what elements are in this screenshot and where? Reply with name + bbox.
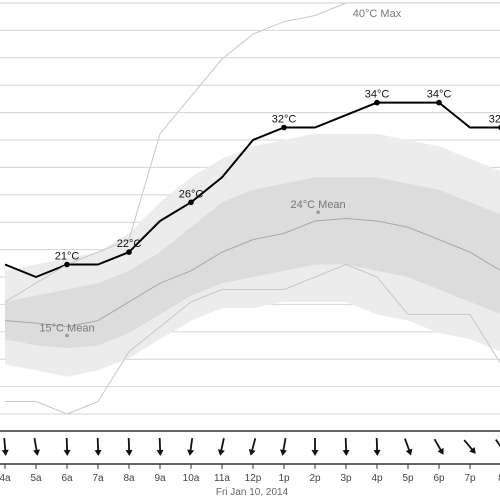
x-axis: 4a 5a 6a 7a 8a 9a 10a 11a 12p 1p 2p 3p 4p 5p 6p 7p 8 [0, 464, 500, 484]
wind-arrow-13 [404, 438, 413, 456]
annotation-label-0: 40°C Max [353, 8, 402, 20]
series-line-0 [4, 101, 500, 278]
wind-arrow-head-10 [311, 450, 319, 456]
wind-arrow-5 [156, 437, 164, 456]
data-point-0 [64, 261, 70, 268]
wind-arrow-16 [495, 439, 500, 455]
wind-arrow-8 [248, 438, 257, 456]
data-point-2 [188, 199, 194, 206]
inner-range-band [5, 177, 500, 348]
x-tick-label-6: 10a [183, 473, 200, 484]
wind-arrow-head-6 [187, 449, 195, 456]
wind-arrow-head-7 [217, 449, 225, 456]
range-bands [5, 133, 500, 377]
data-labels: 21°C 22°C 26°C 32°C 34°C 34°C 32°C [55, 89, 500, 263]
wind-arrow-head-14 [437, 447, 444, 455]
wind-arrow-head-5 [156, 449, 164, 456]
x-tick-label-5: 9a [154, 473, 166, 484]
wind-arrow-head-4 [125, 449, 133, 456]
wind-arrow-11 [342, 437, 350, 456]
wind-arrow-12 [373, 437, 381, 456]
data-label-6: 32°C [489, 114, 500, 126]
data-point-5 [436, 99, 442, 106]
wind-arrow-head-9 [280, 449, 287, 456]
annotations: 40°C Max 24°C Mean 15°C Mean [39, 8, 402, 338]
data-point-4 [374, 99, 380, 106]
data-label-5: 34°C [427, 89, 452, 101]
wind-arrow-4 [125, 437, 133, 456]
data-label-0: 21°C [55, 251, 80, 263]
data-point-1 [126, 249, 132, 255]
wind-arrow-7 [217, 438, 225, 456]
wind-arrow-0 [1, 437, 9, 456]
wind-arrow-2 [63, 437, 71, 456]
wind-arrow-head-3 [94, 449, 102, 456]
wind-arrow-head-13 [405, 448, 413, 456]
x-tick-label-12: 4p [371, 473, 383, 484]
wind-arrow-3 [94, 437, 102, 456]
x-tick-label-3: 7a [92, 473, 104, 484]
x-tick-label-9: 1p [278, 473, 290, 484]
wind-arrow-14 [433, 438, 444, 455]
series-line-1 [5, 264, 500, 415]
wind-arrow-9 [280, 437, 287, 456]
annotation-label-1: 24°C Mean [291, 199, 346, 211]
wind-arrow-6 [187, 437, 195, 456]
wind-strip [0, 430, 500, 465]
series-line-2 [4, 2, 500, 303]
data-point-3 [281, 124, 287, 131]
x-tick-label-8: 12p [245, 473, 262, 484]
wind-arrow-15 [463, 439, 476, 454]
x-tick-label-13: 5p [402, 473, 414, 484]
wind-arrow-head-12 [373, 449, 381, 456]
annotation-marker-2 [65, 333, 69, 338]
series-lines [4, 2, 500, 415]
x-tick-label-4: 8a [123, 473, 135, 484]
wind-arrow-head-1 [33, 449, 40, 456]
wind-arrow-head-11 [342, 449, 350, 456]
wind-arrow-head-15 [469, 447, 476, 454]
wind-arrow-10 [311, 438, 319, 456]
wind-arrow-head-0 [1, 449, 9, 456]
data-label-3: 32°C [272, 114, 297, 126]
wind-arrow-1 [33, 437, 40, 456]
x-tick-label-1: 5a [30, 473, 42, 484]
data-label-1: 22°C [117, 238, 142, 250]
wind-arrow-shaft-16 [495, 439, 500, 453]
x-tick-label-15: 7p [464, 473, 476, 484]
data-label-2: 26°C [179, 188, 204, 200]
wind-arrow-head-2 [63, 449, 71, 456]
series-line-3 [4, 218, 500, 328]
annotation-label-2: 15°C Mean [39, 323, 94, 335]
series-points [64, 99, 500, 268]
data-label-4: 34°C [365, 89, 390, 101]
x-tick-label-10: 2p [309, 473, 321, 484]
x-tick-label-16: 8 [498, 473, 500, 484]
x-tick-label-11: 3p [340, 473, 352, 484]
x-tick-label-14: 6p [433, 473, 445, 484]
x-tick-label-7: 11a [214, 473, 230, 484]
date-label: Fri Jan 10, 2014 [216, 487, 289, 498]
wind-arrow-head-8 [248, 448, 256, 456]
x-tick-label-2: 6a [61, 473, 73, 484]
x-tick-label-0: 4a [0, 473, 11, 484]
annotation-marker-1 [316, 210, 320, 214]
